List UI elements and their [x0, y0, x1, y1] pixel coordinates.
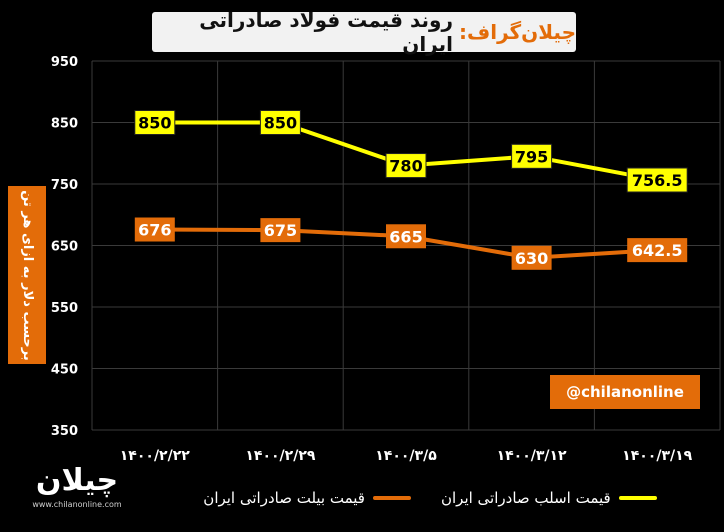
chart-title-brand: چیلان‌گراف:	[459, 20, 576, 44]
data-label-box	[511, 245, 552, 270]
data-label-box	[627, 238, 688, 263]
data-label: 795	[515, 147, 548, 166]
data-label: 676	[138, 221, 171, 240]
x-tick-label: ۱۴۰۰/۲/۲۹	[245, 448, 315, 464]
data-label: 850	[138, 114, 171, 133]
x-tick-label: ۱۴۰۰/۳/۵	[375, 448, 437, 464]
x-tick-label: ۱۴۰۰/۳/۱۲	[497, 448, 567, 464]
data-label: 642.5	[632, 241, 683, 260]
chart-title-text: روند قیمت فولاد صادراتی ایران	[199, 8, 453, 56]
watermark-handle: @chilanonline	[550, 375, 700, 409]
data-label: 675	[264, 221, 297, 240]
legend-item-billet: قیمت بیلت صادراتی ایران	[203, 489, 411, 507]
data-label-box	[626, 167, 688, 193]
data-label-box	[134, 217, 175, 242]
logo-mark: چیلان	[35, 462, 119, 498]
legend-item-slab: قیمت اسلب صادراتی ایران	[441, 489, 657, 507]
legend-swatch-billet	[372, 496, 411, 500]
data-label-box	[259, 110, 301, 135]
data-label-box	[134, 110, 176, 135]
data-label: 630	[515, 249, 548, 268]
data-label-box	[385, 153, 427, 179]
y-tick-label: 750	[51, 178, 78, 193]
legend-swatch-slab	[618, 496, 657, 500]
legend-label-slab: قیمت اسلب صادراتی ایران	[440, 489, 611, 507]
data-label: 850	[264, 114, 297, 133]
chart-title: چیلان‌گراف: روند قیمت فولاد صادراتی ایرا…	[152, 8, 576, 56]
data-label-box	[511, 143, 553, 169]
chilan-logo: چیلان www.chilanonline.com	[12, 454, 142, 520]
x-tick-label: ۱۴۰۰/۲/۲۲	[120, 448, 190, 464]
data-label-box	[386, 224, 426, 249]
x-tick-label: ۱۴۰۰/۳/۱۹	[622, 448, 692, 464]
legend-label-billet: قیمت بیلت صادراتی ایران	[203, 489, 365, 507]
logo-url: www.chilanonline.com	[32, 499, 122, 509]
y-tick-label: 550	[51, 301, 78, 316]
legend: قیمت اسلب صادراتی ایران قیمت بیلت صادرات…	[180, 486, 680, 510]
y-tick-label: 450	[51, 363, 78, 378]
y-tick-label: 650	[51, 240, 78, 255]
y-tick-label: 950	[51, 55, 78, 70]
y-tick-label: 350	[51, 424, 78, 439]
y-tick-label: 850	[51, 117, 78, 132]
y-axis-label-box: برحسب دلار به ازای هر تن	[8, 186, 46, 364]
data-label: 780	[389, 157, 422, 176]
data-label: 756.5	[632, 171, 683, 190]
data-label: 665	[389, 227, 422, 246]
data-label-box	[260, 218, 301, 243]
